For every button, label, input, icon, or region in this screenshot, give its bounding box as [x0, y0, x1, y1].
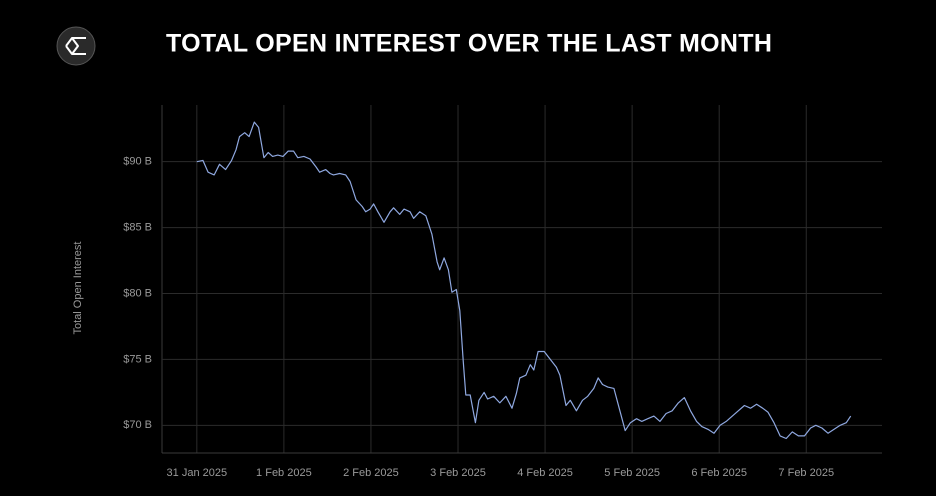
x-tick-label: 6 Feb 2025 — [691, 467, 747, 479]
y-tick-label: $70 B — [123, 419, 152, 431]
logo — [56, 26, 96, 66]
x-tick-label: 4 Feb 2025 — [517, 467, 573, 479]
data-line — [196, 121, 852, 440]
y-tick-label: $90 B — [123, 156, 152, 168]
y-tick-label: $85 B — [123, 221, 152, 233]
x-tick-label: 5 Feb 2025 — [604, 467, 660, 479]
x-tick-label: 1 Feb 2025 — [256, 467, 312, 479]
x-tick-label: 3 Feb 2025 — [430, 467, 486, 479]
x-tick-label: 2 Feb 2025 — [343, 467, 399, 479]
y-axis-label: Total Open Interest — [72, 242, 84, 335]
y-tick-label: $75 B — [123, 353, 152, 365]
y-tick-label: $80 B — [123, 287, 152, 299]
chart-title: TOTAL OPEN INTEREST OVER THE LAST MONTH — [166, 30, 772, 58]
x-tick-label: 7 Feb 2025 — [778, 467, 834, 479]
x-tick-label: 31 Jan 2025 — [167, 467, 228, 479]
